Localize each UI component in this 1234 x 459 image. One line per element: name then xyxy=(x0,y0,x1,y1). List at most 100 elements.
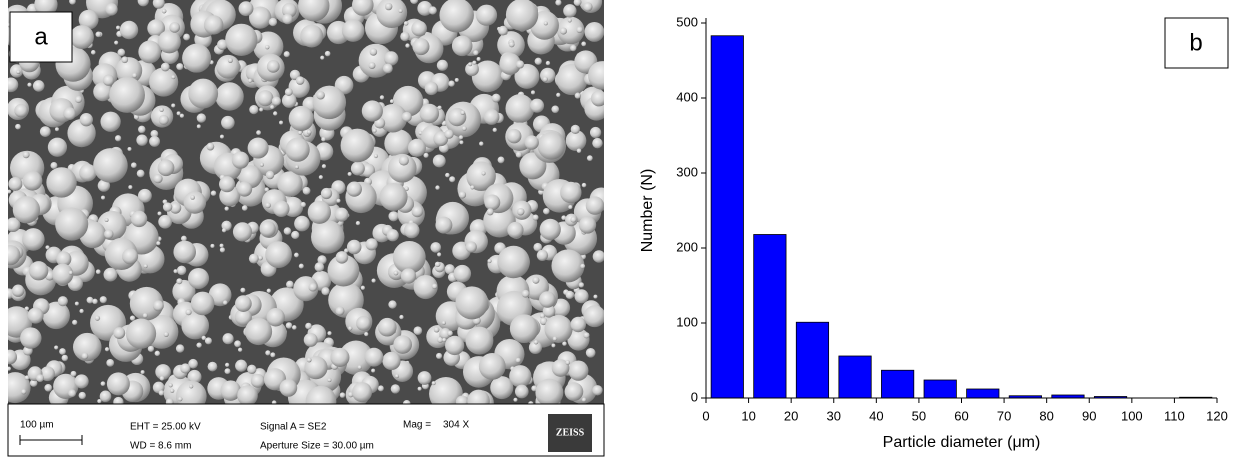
particle xyxy=(312,85,347,120)
particle xyxy=(386,229,399,242)
particle xyxy=(227,57,233,63)
particle xyxy=(225,23,258,57)
particle xyxy=(149,135,161,147)
aperture: Aperture Size = 30.00 µm xyxy=(260,441,374,452)
particle xyxy=(169,202,182,214)
particle xyxy=(93,148,128,183)
particle xyxy=(465,241,477,253)
particle xyxy=(583,332,590,339)
particle xyxy=(403,21,409,26)
particle xyxy=(377,317,397,337)
particle xyxy=(411,205,424,218)
particle xyxy=(245,317,273,346)
particle xyxy=(14,103,28,118)
particle xyxy=(565,130,587,151)
particle xyxy=(149,67,179,97)
particle xyxy=(78,9,99,30)
particle xyxy=(570,44,577,52)
particle xyxy=(165,398,174,404)
particle xyxy=(351,0,374,16)
particle xyxy=(225,362,230,368)
particle xyxy=(224,206,229,211)
particle xyxy=(152,0,165,9)
particle xyxy=(444,264,455,275)
particle xyxy=(365,238,378,251)
particle xyxy=(335,251,349,264)
particle xyxy=(377,385,384,392)
particle xyxy=(341,19,365,42)
particle xyxy=(534,57,542,65)
particle xyxy=(234,340,242,348)
particle xyxy=(505,0,539,32)
particle xyxy=(338,340,374,375)
particle xyxy=(137,188,152,203)
particle xyxy=(136,169,145,178)
particle xyxy=(157,30,181,54)
particle xyxy=(8,176,23,191)
particle xyxy=(188,358,198,369)
particle xyxy=(592,137,603,149)
particle xyxy=(435,185,440,190)
particle xyxy=(578,216,597,234)
particle xyxy=(206,142,215,151)
particle xyxy=(454,78,459,83)
particle xyxy=(388,211,399,222)
particle xyxy=(498,25,508,36)
particle xyxy=(249,6,272,29)
particle xyxy=(97,398,102,404)
particle xyxy=(356,315,371,331)
particle xyxy=(574,92,581,99)
particle xyxy=(279,379,298,397)
particle xyxy=(265,202,271,209)
particle xyxy=(294,165,299,170)
particle xyxy=(181,311,210,340)
particle xyxy=(247,364,257,375)
particle xyxy=(291,230,300,240)
particle xyxy=(183,191,207,214)
particle xyxy=(429,376,463,404)
bar xyxy=(923,379,957,399)
y-tick-label: 0 xyxy=(691,389,698,404)
particle xyxy=(567,18,572,23)
particle xyxy=(221,228,227,233)
particle xyxy=(288,105,314,131)
panel-label: b xyxy=(1189,29,1202,56)
particle xyxy=(505,94,535,123)
particle xyxy=(470,185,475,190)
particle xyxy=(435,352,443,360)
particle xyxy=(471,60,504,93)
particle xyxy=(468,62,473,67)
y-tick-label: 400 xyxy=(676,89,698,104)
particle xyxy=(160,62,170,72)
particle xyxy=(437,336,444,343)
particle xyxy=(79,164,97,182)
particle xyxy=(576,26,583,34)
particle xyxy=(346,239,362,255)
particle xyxy=(544,314,573,344)
particle xyxy=(398,8,403,13)
particle xyxy=(129,286,164,321)
particle xyxy=(259,220,276,237)
particle xyxy=(556,92,561,98)
particle xyxy=(542,76,548,82)
particle xyxy=(372,128,377,133)
particle xyxy=(490,376,514,400)
particle xyxy=(507,221,524,239)
particle xyxy=(368,62,376,69)
particle xyxy=(306,129,312,135)
particle xyxy=(532,276,540,284)
particle xyxy=(348,326,353,331)
scale-bar-label: 100 µm xyxy=(20,420,54,431)
particle xyxy=(387,153,417,183)
particle xyxy=(589,126,602,139)
particle xyxy=(210,243,215,249)
particle xyxy=(492,127,497,133)
particle xyxy=(497,245,530,279)
particle xyxy=(552,336,558,341)
particle xyxy=(265,241,292,268)
particle xyxy=(162,202,173,212)
particle xyxy=(481,171,486,176)
particle xyxy=(72,319,78,326)
particle xyxy=(95,269,101,275)
particle xyxy=(179,113,185,118)
